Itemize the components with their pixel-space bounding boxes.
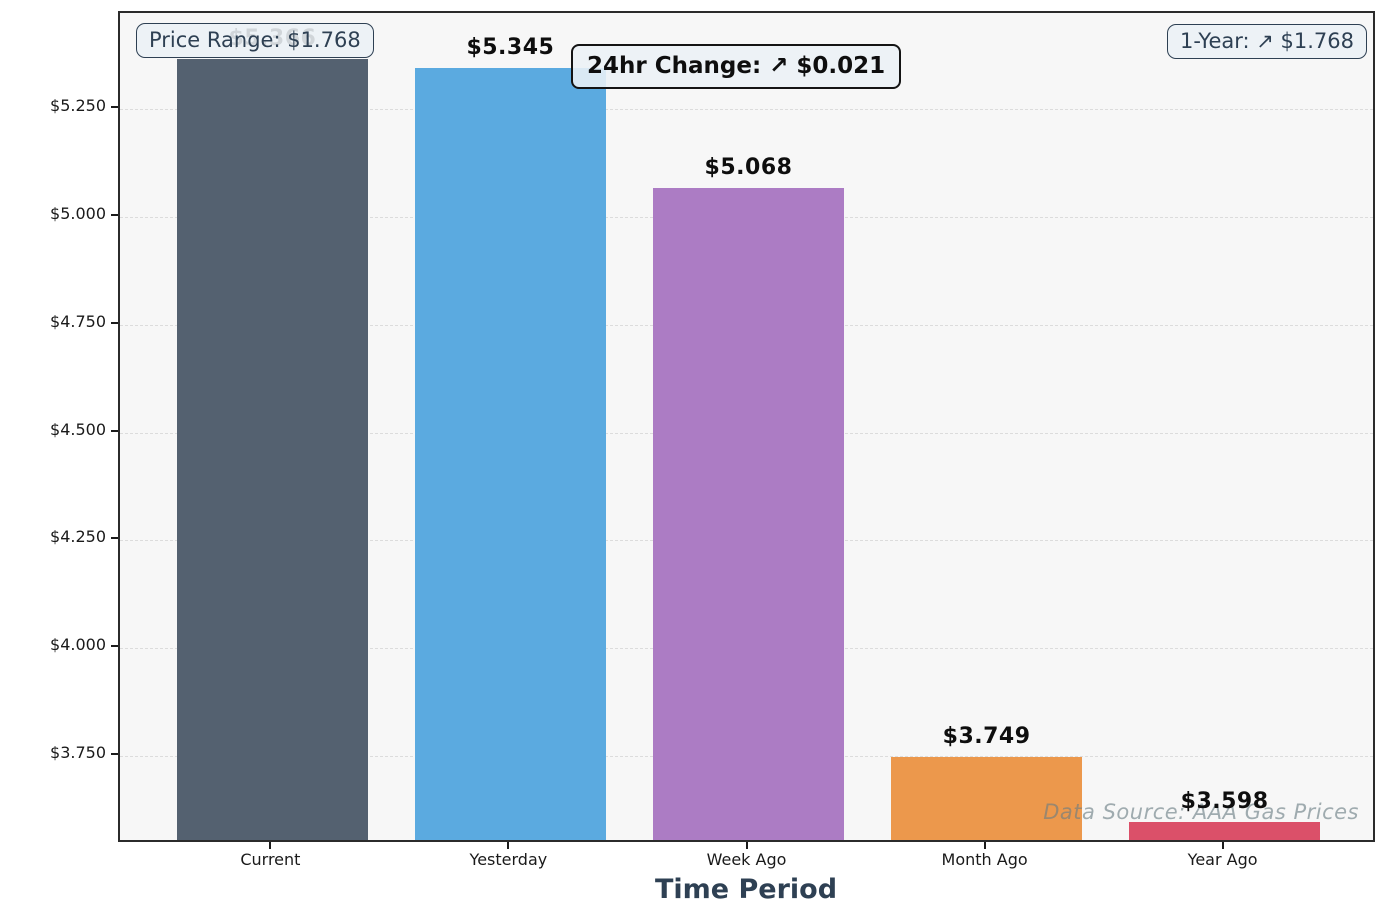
y-tick-label: $4.000 — [50, 635, 106, 655]
y-tick-label: $4.500 — [50, 419, 106, 439]
x-tick-label-week-ago: Week Ago — [706, 850, 787, 869]
bar-value-label-week-ago: $5.068 — [704, 154, 793, 180]
x-tick-mark — [983, 842, 986, 849]
x-tick-label-current: Current — [240, 850, 301, 869]
x-tick-mark — [745, 842, 748, 849]
y-tick-label: $5.250 — [50, 96, 106, 116]
y-tick-mark — [111, 214, 118, 216]
bar-value-label-month-ago: $3.749 — [942, 723, 1031, 749]
bar-yesterday — [415, 68, 606, 840]
y-tick-mark — [111, 753, 118, 755]
x-tick-mark — [507, 842, 510, 849]
bar-value-label-yesterday: $5.345 — [466, 35, 555, 61]
x-tick-mark — [1221, 842, 1224, 849]
bar-year-ago — [1129, 821, 1320, 840]
y-tick-mark — [111, 645, 118, 648]
y-tick-label: $4.250 — [50, 527, 106, 547]
bar-current — [177, 59, 368, 840]
year-change-annotation: 1-Year: ↗ $1.768 — [1166, 24, 1367, 59]
day-change-annotation: 24hr Change: ↗ $0.021 — [571, 44, 902, 89]
y-tick-mark — [111, 537, 118, 540]
x-tick-label-yesterday: Yesterday — [469, 850, 548, 869]
bar-month-ago — [891, 756, 1082, 840]
y-tick-mark — [111, 429, 118, 432]
y-tick-label: $5.000 — [50, 204, 106, 223]
x-tick-label-year-ago: Year Ago — [1187, 850, 1258, 869]
y-tick-label: $4.750 — [50, 311, 106, 331]
y-tick-label: $3.750 — [50, 743, 106, 762]
bar-value-label-year-ago: $3.598 — [1180, 788, 1269, 814]
x-tick-mark — [269, 842, 272, 849]
x-tick-label-month-ago: Month Ago — [941, 850, 1028, 869]
gridline — [120, 109, 1373, 111]
y-tick-mark — [111, 106, 118, 109]
plot-area: Data Source: AAA Gas Prices $5.366$5.345… — [118, 11, 1375, 842]
price-range-annotation: Price Range: $1.768 — [136, 23, 374, 58]
y-tick-mark — [111, 321, 118, 324]
bar-week-ago — [653, 187, 844, 840]
x-axis-title: Time Period — [654, 874, 838, 905]
watermark-text: Data Source: AAA Gas Prices — [1043, 800, 1359, 824]
